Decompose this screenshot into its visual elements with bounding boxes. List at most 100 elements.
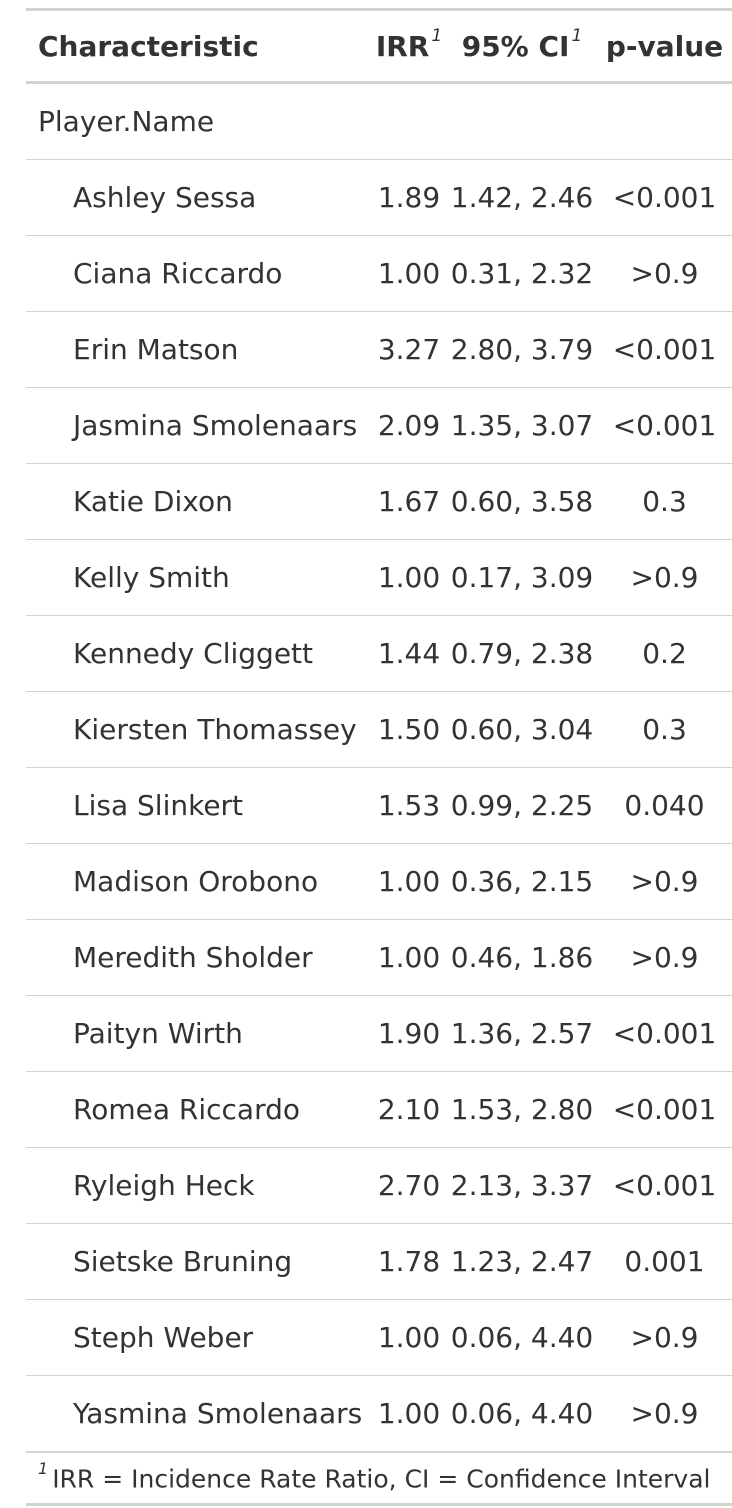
ci-cell: 0.06, 4.40 bbox=[450, 1397, 594, 1430]
ci-cell: 0.31, 2.32 bbox=[450, 257, 594, 290]
ci-cell: 2.13, 3.37 bbox=[450, 1169, 594, 1202]
pvalue-cell: >0.9 bbox=[630, 1397, 699, 1430]
ci-cell: 1.36, 2.57 bbox=[450, 1017, 594, 1050]
irr-cell: 1.90 bbox=[377, 1017, 441, 1050]
ci-cell: 0.46, 1.86 bbox=[450, 941, 594, 974]
player-name-cell: Ciana Riccardo bbox=[73, 257, 283, 290]
table-footer: 1 IRR = Incidence Rate Ratio, CI = Confid… bbox=[26, 1452, 732, 1505]
player-name-cell: Lisa Slinkert bbox=[73, 789, 244, 822]
pvalue-cell: >0.9 bbox=[630, 257, 699, 290]
player-name-cell: Katie Dixon bbox=[73, 485, 233, 518]
table-row: Romea Riccardo 2.10 1.53, 2.80 <0.001 bbox=[26, 1072, 732, 1148]
table-row: Jasmina Smolenaars 2.09 1.35, 3.07 <0.001 bbox=[26, 388, 732, 464]
table-row: Ryleigh Heck 2.70 2.13, 3.37 <0.001 bbox=[26, 1148, 732, 1224]
pvalue-cell: <0.001 bbox=[612, 1169, 717, 1202]
table-row: Madison Orobono 1.00 0.36, 2.15 >0.9 bbox=[26, 844, 732, 920]
header-irr: IRR 1 bbox=[371, 10, 447, 83]
regression-table-container: Characteristic IRR 1 95% CI 1 p-value Play… bbox=[26, 8, 732, 1506]
player-name-cell: Erin Matson bbox=[73, 333, 239, 366]
ci-cell: 0.79, 2.38 bbox=[450, 637, 594, 670]
pvalue-cell: >0.9 bbox=[630, 941, 699, 974]
pvalue-cell: 0.040 bbox=[624, 789, 705, 822]
ci-cell: 0.17, 3.09 bbox=[450, 561, 594, 594]
irr-cell: 2.10 bbox=[377, 1093, 441, 1126]
player-name-cell: Steph Weber bbox=[73, 1321, 254, 1354]
ci-cell: 1.53, 2.80 bbox=[450, 1093, 594, 1126]
table-row: Steph Weber 1.00 0.06, 4.40 >0.9 bbox=[26, 1300, 732, 1376]
table-row: Paityn Wirth 1.90 1.36, 2.57 <0.001 bbox=[26, 996, 732, 1072]
pvalue-cell: <0.001 bbox=[612, 409, 717, 442]
irr-cell: 1.50 bbox=[377, 713, 441, 746]
player-name-cell: Kelly Smith bbox=[73, 561, 230, 594]
footnote-marker: 1 bbox=[571, 26, 583, 47]
header-pvalue-label: p-value bbox=[605, 29, 724, 63]
ci-cell: 2.80, 3.79 bbox=[450, 333, 594, 366]
irr-cell: 1.53 bbox=[377, 789, 441, 822]
ci-cell: 0.06, 4.40 bbox=[450, 1321, 594, 1354]
group-label-row: Player.Name bbox=[26, 83, 732, 160]
empty-cell bbox=[371, 83, 447, 160]
pvalue-cell: 0.3 bbox=[642, 713, 687, 746]
ci-cell: 1.35, 3.07 bbox=[450, 409, 594, 442]
header-irr-label: IRR bbox=[375, 29, 430, 63]
table-row: Katie Dixon 1.67 0.60, 3.58 0.3 bbox=[26, 464, 732, 540]
pvalue-cell: <0.001 bbox=[612, 181, 717, 214]
irr-cell: 1.00 bbox=[377, 865, 441, 898]
table-row: Ashley Sessa 1.89 1.42, 2.46 <0.001 bbox=[26, 160, 732, 236]
header-pvalue: p-value bbox=[597, 10, 732, 83]
irr-cell: 2.09 bbox=[377, 409, 441, 442]
ci-cell: 1.23, 2.47 bbox=[450, 1245, 594, 1278]
player-name-cell: Ryleigh Heck bbox=[73, 1169, 255, 1202]
table-row: Kiersten Thomassey 1.50 0.60, 3.04 0.3 bbox=[26, 692, 732, 768]
irr-cell: 1.00 bbox=[377, 941, 441, 974]
regression-table: Characteristic IRR 1 95% CI 1 p-value Play… bbox=[26, 8, 732, 1506]
irr-cell: 1.67 bbox=[377, 485, 441, 518]
empty-cell bbox=[597, 83, 732, 160]
header-ci: 95% CI 1 bbox=[447, 10, 597, 83]
table-body: Player.Name Ashley Sessa 1.89 1.42, 2.46 <0… bbox=[26, 83, 732, 1452]
table-row: Yasmina Smolenaars 1.00 0.06, 4.40 >0.9 bbox=[26, 1376, 732, 1452]
player-name-cell: Kennedy Cliggett bbox=[73, 637, 313, 670]
player-name-cell: Ashley Sessa bbox=[73, 181, 257, 214]
footnote-text: IRR = Incidence Rate Ratio, CI = Confide… bbox=[52, 1464, 711, 1494]
footnote: 1 IRR = Incidence Rate Ratio, CI = Confid… bbox=[26, 1452, 732, 1505]
table-row: Kennedy Cliggett 1.44 0.79, 2.38 0.2 bbox=[26, 616, 732, 692]
player-name-cell: Jasmina Smolenaars bbox=[73, 409, 358, 442]
ci-cell: 0.99, 2.25 bbox=[450, 789, 594, 822]
irr-cell: 2.70 bbox=[377, 1169, 441, 1202]
irr-cell: 1.00 bbox=[377, 257, 441, 290]
pvalue-cell: <0.001 bbox=[612, 1017, 717, 1050]
ci-cell: 0.36, 2.15 bbox=[450, 865, 594, 898]
pvalue-cell: <0.001 bbox=[612, 1093, 717, 1126]
irr-cell: 1.00 bbox=[377, 1397, 441, 1430]
player-name-cell: Yasmina Smolenaars bbox=[73, 1397, 363, 1430]
empty-cell bbox=[447, 83, 597, 160]
player-name-cell: Madison Orobono bbox=[73, 865, 319, 898]
footnote-row: 1 IRR = Incidence Rate Ratio, CI = Confid… bbox=[26, 1452, 732, 1505]
player-name-cell: Kiersten Thomassey bbox=[73, 713, 357, 746]
player-name-cell: Romea Riccardo bbox=[73, 1093, 300, 1126]
pvalue-cell: >0.9 bbox=[630, 561, 699, 594]
footnote-mark: 1 bbox=[38, 1458, 49, 1478]
pvalue-cell: 0.3 bbox=[642, 485, 687, 518]
player-name-cell: Meredith Sholder bbox=[73, 941, 313, 974]
pvalue-cell: <0.001 bbox=[612, 333, 717, 366]
irr-cell: 1.00 bbox=[377, 561, 441, 594]
pvalue-cell: >0.9 bbox=[630, 1321, 699, 1354]
footnote-marker: 1 bbox=[431, 26, 443, 47]
table-row: Erin Matson 3.27 2.80, 3.79 <0.001 bbox=[26, 312, 732, 388]
header-characteristic: Characteristic bbox=[26, 10, 371, 83]
pvalue-cell: 0.001 bbox=[624, 1245, 705, 1278]
table-row: Kelly Smith 1.00 0.17, 3.09 >0.9 bbox=[26, 540, 732, 616]
pvalue-cell: 0.2 bbox=[642, 637, 687, 670]
player-name-cell: Sietske Bruning bbox=[73, 1245, 293, 1278]
pvalue-cell: >0.9 bbox=[630, 865, 699, 898]
irr-cell: 1.00 bbox=[377, 1321, 441, 1354]
table-row: Sietske Bruning 1.78 1.23, 2.47 0.001 bbox=[26, 1224, 732, 1300]
table-row: Meredith Sholder 1.00 0.46, 1.86 >0.9 bbox=[26, 920, 732, 996]
header-row: Characteristic IRR 1 95% CI 1 p-value bbox=[26, 9, 732, 83]
ci-cell: 0.60, 3.58 bbox=[450, 485, 594, 518]
ci-cell: 1.42, 2.46 bbox=[450, 181, 594, 214]
irr-cell: 3.27 bbox=[377, 333, 441, 366]
table-row: Lisa Slinkert 1.53 0.99, 2.25 0.040 bbox=[26, 768, 732, 844]
